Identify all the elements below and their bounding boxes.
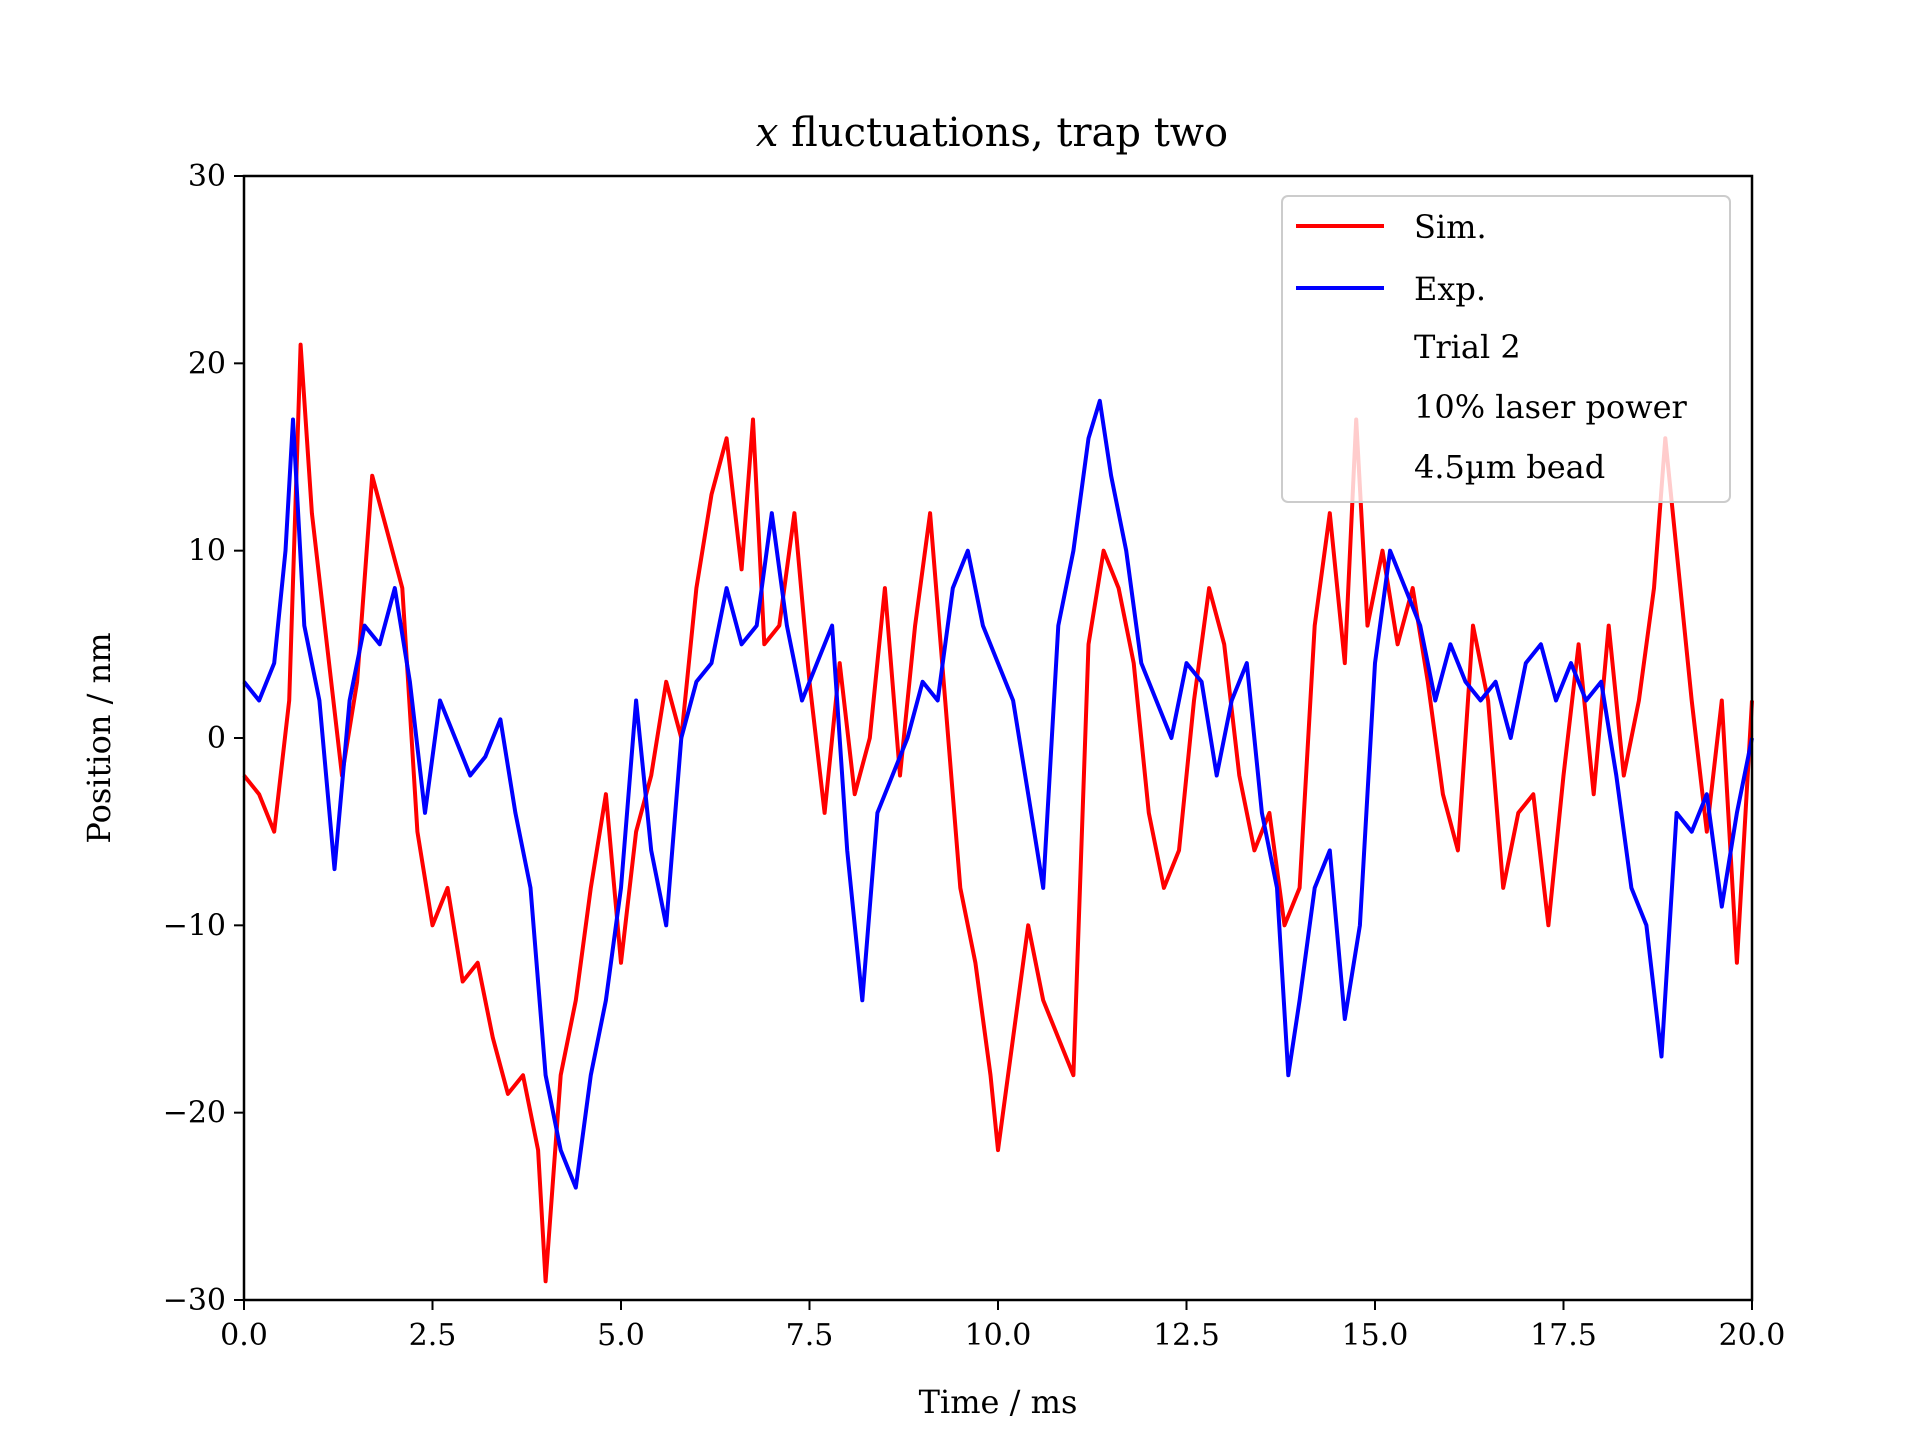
legend-bead-size: 4.5µm bead [1414,448,1605,486]
y-tick-label: −10 [163,908,226,943]
legend-label-sim: Sim. [1414,208,1487,246]
x-tick-label: 5.0 [597,1318,645,1353]
y-tick-label: 0 [207,721,226,756]
legend-box [1281,195,1731,503]
y-tick-label: 20 [188,346,226,381]
chart-title-text: fluctuations, trap two [778,110,1228,156]
legend: Sim. Exp. Trial 2 10% laser power 4.5µm … [1281,195,1731,503]
x-tick-label: 20.0 [1719,1318,1786,1353]
x-tick-label: 17.5 [1530,1318,1597,1353]
series-line-sim [242,342,1754,1284]
series-line-exp [242,398,1754,1190]
chart-title-variable: x [756,110,779,156]
y-tick-label: −30 [163,1283,226,1318]
x-tick-label: 2.5 [409,1318,457,1353]
x-tick-label: 12.5 [1153,1318,1220,1353]
x-axis-label: Time / ms [919,1383,1078,1421]
x-tick-label: 15.0 [1342,1318,1409,1353]
legend-laser-power: 10% laser power [1414,388,1688,426]
y-axis-label: Position / nm [80,632,118,843]
y-tick-label: 30 [188,159,226,194]
series-layer [242,342,1754,1284]
y-tick-label: −20 [163,1096,226,1131]
tick-layer: 0.0 2.5 5.0 7.5 10.0 12.5 15.0 17.5 20.0 30 20 10 0 −… [163,159,1786,1353]
legend-label-exp: Exp. [1414,270,1486,308]
legend-trial: Trial 2 [1414,328,1521,366]
x-tick-label: 10.0 [965,1318,1032,1353]
x-tick-label: 0.0 [220,1318,268,1353]
chart-title: x fluctuations, trap two [756,110,1228,156]
y-tick-label: 10 [188,534,226,569]
x-tick-label: 7.5 [786,1318,834,1353]
